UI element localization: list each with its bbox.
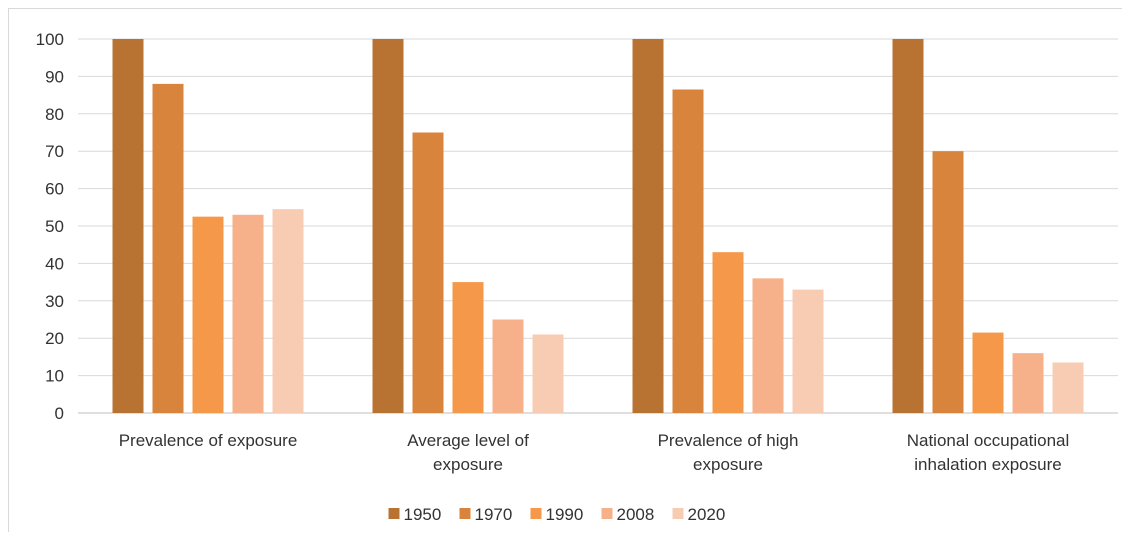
bar-1990-2 <box>712 252 744 413</box>
bar-2020-3 <box>1052 362 1084 413</box>
y-tick-label: 100 <box>36 30 64 49</box>
y-tick-label: 90 <box>45 67 64 86</box>
legend-swatch <box>601 508 613 519</box>
bar-2008-2 <box>752 278 784 413</box>
legend-swatch <box>388 508 400 519</box>
legend-swatch <box>672 508 684 519</box>
chart-frame <box>8 8 1122 532</box>
bar-1990-3 <box>972 332 1004 413</box>
category-label: inhalation exposure <box>914 455 1061 474</box>
category-label: Average level of <box>407 431 529 450</box>
bar-1970-3 <box>932 151 964 413</box>
bar-1950-1 <box>372 39 404 413</box>
y-tick-label: 30 <box>45 292 64 311</box>
bar-1950-0 <box>112 39 144 413</box>
y-tick-label: 60 <box>45 180 64 199</box>
legend-label: 1950 <box>404 505 442 524</box>
legend-swatch <box>530 508 542 519</box>
y-tick-label: 80 <box>45 105 64 124</box>
bar-2008-3 <box>1012 353 1044 413</box>
category-label: exposure <box>433 455 503 474</box>
legend: 1950 1970 1990 2008 2020 <box>388 505 726 524</box>
y-tick-label: 10 <box>45 367 64 386</box>
bar-1970-0 <box>152 83 184 413</box>
legend-label: 1970 <box>475 505 513 524</box>
category-label: National occupational <box>907 431 1070 450</box>
x-axis-categories: Prevalence of exposure Average level of ex… <box>119 431 1070 474</box>
legend-label: 2008 <box>617 505 655 524</box>
bar-2008-0 <box>232 214 264 413</box>
y-tick-label: 50 <box>45 217 64 236</box>
bar-1970-1 <box>412 132 444 413</box>
legend-label: 2020 <box>688 505 726 524</box>
category-label: Prevalence of high <box>658 431 799 450</box>
bars <box>112 39 1084 414</box>
y-tick-label: 0 <box>55 404 64 423</box>
bar-2020-2 <box>792 289 824 413</box>
bar-2020-1 <box>532 334 564 413</box>
y-tick-label: 40 <box>45 254 64 273</box>
category-label: exposure <box>693 455 763 474</box>
category-label: Prevalence of exposure <box>119 431 298 450</box>
bar-1970-2 <box>672 89 704 414</box>
bar-2008-1 <box>492 319 524 413</box>
bar-1990-1 <box>452 282 484 413</box>
legend-label: 1990 <box>546 505 584 524</box>
bar-2020-0 <box>272 209 304 413</box>
bar-1950-3 <box>892 39 924 413</box>
legend-swatch <box>459 508 471 519</box>
y-tick-label: 20 <box>45 329 64 348</box>
bar-1950-2 <box>632 39 664 413</box>
bar-1990-0 <box>192 216 224 413</box>
y-tick-label: 70 <box>45 142 64 161</box>
y-axis-ticks: 0 10 20 30 40 50 60 70 80 90 100 <box>36 30 64 423</box>
